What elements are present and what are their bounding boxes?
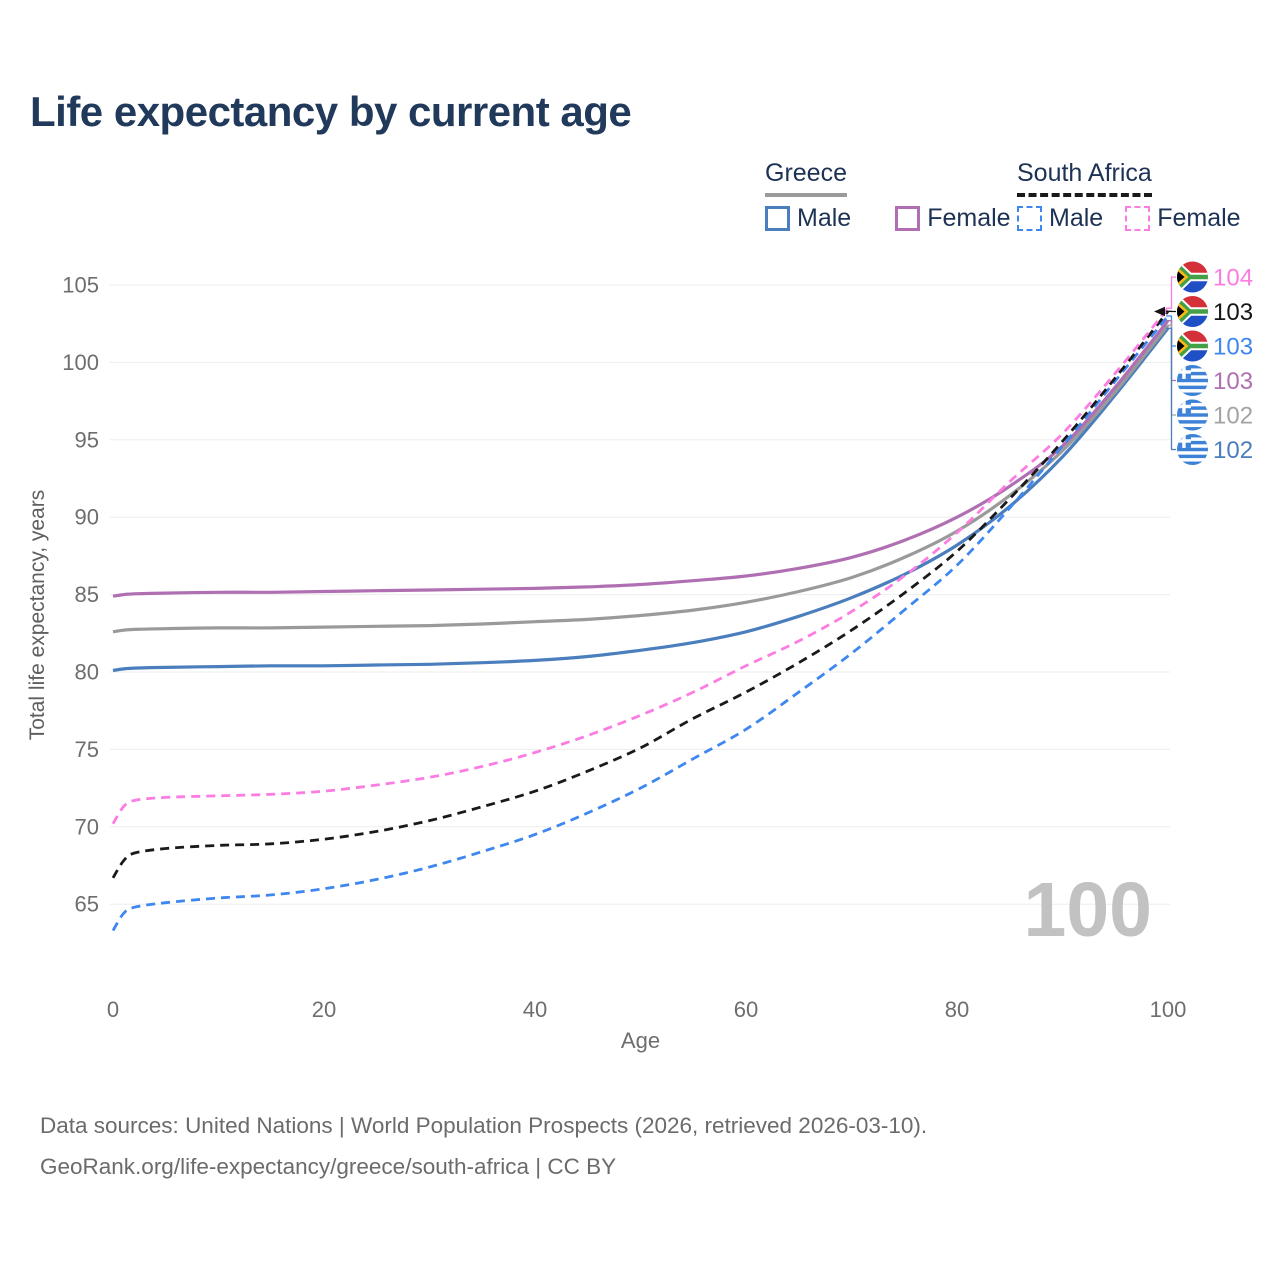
legend-label-greece-male: Male bbox=[797, 203, 852, 232]
greece-flag-icon bbox=[1177, 400, 1208, 431]
series-line-south-africa-female bbox=[111, 307, 1170, 825]
legend-item-greece-male[interactable]: Male bbox=[765, 203, 852, 232]
y-tick-label: 90 bbox=[75, 505, 99, 530]
south-africa-flag-icon bbox=[1174, 331, 1210, 362]
axis-titles: Age Total life expectancy, years bbox=[26, 490, 660, 1053]
y-tick-label: 85 bbox=[75, 582, 99, 607]
south-africa-flag-icon bbox=[1174, 296, 1210, 327]
end-value-label-south-africa-male: 103 bbox=[1213, 334, 1253, 361]
y-tick-label: 80 bbox=[75, 660, 99, 685]
leader-line-greece-male bbox=[1166, 327, 1176, 451]
legend-label-south-africa-male: Male bbox=[1049, 203, 1104, 232]
x-tick-label: 0 bbox=[107, 997, 119, 1022]
end-value-label-greece-male: 102 bbox=[1213, 437, 1253, 464]
legend-item-greece-female[interactable]: Female bbox=[895, 203, 1011, 232]
y-tick-label: 70 bbox=[75, 814, 99, 839]
legend-item-south-africa-female[interactable]: Female bbox=[1125, 203, 1241, 232]
legend-greece-header[interactable]: Greece bbox=[765, 159, 847, 197]
x-tick-label: 100 bbox=[1150, 997, 1187, 1022]
series-line-greece-male bbox=[112, 327, 1170, 673]
x-tick-label: 40 bbox=[523, 997, 547, 1022]
y-axis-tick-labels: 65 70 75 80 85 90 95 100 105 bbox=[62, 273, 99, 917]
series-line-greece-total bbox=[112, 324, 1170, 634]
greece-female-swatch-icon bbox=[895, 205, 921, 231]
footer: Data sources: United Nations | World Pop… bbox=[40, 1106, 1240, 1187]
y-tick-label: 105 bbox=[62, 273, 99, 298]
chart-series-lines bbox=[111, 307, 1170, 932]
end-value-label-greece-female: 103 bbox=[1213, 368, 1253, 395]
series-line-south-africa-male bbox=[111, 315, 1170, 932]
footer-data-sources: Data sources: United Nations | World Pop… bbox=[40, 1113, 928, 1138]
greece-flag-icon bbox=[1177, 365, 1208, 396]
age-counter-watermark: 100 bbox=[1023, 867, 1152, 953]
south-africa-male-swatch-icon bbox=[1017, 205, 1042, 231]
x-axis-tick-labels: 0 20 40 60 80 100 bbox=[107, 997, 1186, 1022]
x-axis-title: Age bbox=[621, 1028, 660, 1053]
x-tick-label: 20 bbox=[312, 997, 336, 1022]
legend-item-south-africa-male[interactable]: Male bbox=[1017, 203, 1104, 232]
x-tick-label: 80 bbox=[945, 997, 969, 1022]
greece-flag-icon bbox=[1177, 434, 1208, 465]
south-africa-female-swatch-icon bbox=[1125, 205, 1151, 231]
gridlines bbox=[110, 284, 1170, 905]
y-tick-label: 75 bbox=[75, 737, 99, 762]
south-africa-flag-icon bbox=[1174, 262, 1210, 293]
x-tick-label: 60 bbox=[734, 997, 758, 1022]
end-value-label-south-africa-total: 103 bbox=[1213, 299, 1253, 326]
legend-label-south-africa-female: Female bbox=[1157, 203, 1241, 232]
arrow-marker-icon bbox=[1154, 306, 1165, 317]
series-line-south-africa-total bbox=[111, 310, 1170, 879]
y-tick-label: 95 bbox=[75, 427, 99, 452]
legend: Greece Male Female South Africa Male bbox=[0, 159, 1280, 250]
greece-male-swatch-icon bbox=[765, 205, 790, 231]
legend-south-africa-row: Male Female bbox=[1017, 203, 1241, 232]
footer-attribution: GeoRank.org/life-expectancy/greece/south… bbox=[40, 1153, 617, 1179]
y-tick-label: 100 bbox=[62, 350, 99, 375]
legend-label-greece-female: Female bbox=[927, 203, 1011, 232]
y-tick-label: 65 bbox=[75, 892, 99, 917]
y-axis-title: Total life expectancy, years bbox=[26, 490, 49, 741]
page-title: Life expectancy by current age bbox=[30, 88, 632, 135]
legend-south-africa-header[interactable]: South Africa bbox=[1017, 159, 1152, 197]
legend-group-greece: Greece Male Female bbox=[765, 159, 1011, 232]
legend-greece-row: Male Female bbox=[765, 203, 1011, 232]
series-end-labels: 104 103 103 103 102 102 bbox=[1154, 262, 1253, 466]
legend-group-south-africa: South Africa Male Female bbox=[1017, 159, 1241, 232]
series-line-greece-female bbox=[112, 319, 1170, 598]
leader-line-south-africa-female bbox=[1166, 276, 1176, 309]
end-value-label-south-africa-female: 104 bbox=[1213, 265, 1253, 292]
end-value-label-greece-total: 102 bbox=[1213, 403, 1253, 430]
